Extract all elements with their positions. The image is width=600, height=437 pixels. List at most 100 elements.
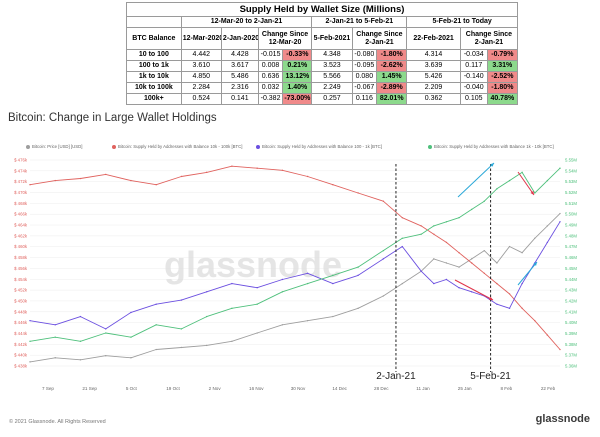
watermark: glassnode (164, 244, 342, 285)
x-tick-label: 11 Jan (416, 386, 430, 391)
data-point (496, 282, 498, 285)
arrow-up-100-1k (517, 261, 538, 286)
data-point (29, 319, 31, 322)
data-point (281, 278, 284, 281)
x-tick-label: 22 Feb (541, 386, 556, 391)
data-point (205, 344, 208, 347)
x-tick-label: 14 Dec (332, 386, 347, 391)
data-point (155, 348, 157, 351)
right-tick-label: 5.48M (565, 233, 577, 238)
annotation-layer: 2-Jan-21 5-Feb-21 (376, 164, 511, 382)
col-header-change-1: Change Since 12-Mar-20 (257, 27, 313, 50)
legend-item-1k-10k[interactable]: Bitcoin: Supply Held by Addresses with B… (428, 144, 554, 149)
arrow-down-10k-100k (517, 171, 535, 196)
data-point (357, 274, 359, 277)
legend-item-10k-100k[interactable]: Bitcoin: Supply Held by Addresses with B… (112, 144, 242, 149)
col-header-balance: BTC Balance (126, 27, 182, 50)
legend-item-100-1k[interactable]: Bitcoin: Supply Held by Addresses with B… (256, 144, 382, 149)
data-point (445, 278, 448, 281)
table-cell: 0.008 (257, 60, 284, 72)
data-point (420, 270, 422, 272)
table-cell: 4.442 (180, 49, 222, 61)
series-line-3 (29, 167, 561, 342)
right-tick-label: 5.47M (565, 244, 577, 249)
legend-item-price[interactable]: Bitcoin: Price [USD] [USD] (26, 144, 82, 149)
left-tick-label: $ 454k (14, 277, 28, 282)
left-tick-label: $ 440k (14, 353, 28, 358)
table-cell: 3.617 (220, 60, 259, 72)
table-cell: -0.095 (351, 60, 378, 72)
group-header-1: 12-Mar-20 to 2-Jan-21 (180, 16, 313, 28)
right-tick-label: 5.41M (565, 309, 577, 314)
data-point (256, 287, 258, 289)
right-tick-label: 5.52M (565, 190, 577, 195)
table-body: 10 to 100 4.442 4.428 -0.015 -0.33% 4.348 -0.0… (126, 49, 519, 105)
right-tick-label: 5.46M (565, 255, 577, 260)
pct-change-cell: -0.79% (486, 49, 519, 61)
table-cell: 0.117 (459, 60, 488, 72)
arrow-up-100-1k-head (533, 262, 537, 266)
table-row: 100k+ 0.524 0.141 -0.382 -73.00% 0.257 0.116 82… (126, 93, 519, 105)
data-point (508, 245, 511, 248)
table-cell: -0.382 (257, 93, 284, 105)
data-point (79, 315, 82, 318)
data-point (54, 336, 56, 338)
data-point (231, 282, 233, 285)
data-point (470, 262, 473, 264)
x-tick-label: 5 Oct (126, 386, 138, 391)
pct-change-cell: 1.45% (376, 71, 408, 83)
data-point (29, 361, 31, 363)
data-point (29, 184, 31, 186)
left-tick-label: $ 474k (14, 168, 28, 173)
data-point (445, 221, 448, 223)
data-point (357, 192, 359, 194)
x-tick-label: 21 Sep (82, 386, 97, 391)
data-point (534, 192, 536, 194)
x-tick-label: 19 Oct (166, 386, 180, 391)
table-row: 10k to 100k 2.284 2.316 0.032 1.40% 2.249 -0.0… (126, 82, 519, 94)
data-point (231, 340, 233, 342)
right-tick-label: 5.49M (565, 223, 577, 228)
data-point (483, 272, 485, 274)
x-tick-label: 2 Nov (209, 386, 222, 391)
left-tick-label: $ 438k (14, 364, 28, 369)
data-point (332, 274, 334, 277)
left-tick-label: $ 458k (14, 255, 28, 260)
data-point (256, 303, 258, 305)
left-tick-label: $ 460k (14, 244, 28, 249)
right-tick-label: 5.38M (565, 342, 577, 347)
series-line-0 (29, 213, 561, 363)
row-label: 1k to 10k (126, 71, 182, 83)
col-header-change-3: Change Since 2-Jan-21 (459, 27, 519, 50)
data-point (534, 319, 536, 322)
col-header-22feb2021: 22-Feb-2021 (406, 27, 461, 50)
data-point (401, 245, 403, 248)
pct-change-cell: -2.62% (376, 60, 408, 72)
data-point (79, 177, 82, 180)
pct-change-cell: -73.00% (282, 93, 313, 105)
data-point (79, 340, 82, 342)
data-point (180, 328, 183, 330)
data-point (54, 357, 56, 359)
data-point (105, 355, 107, 357)
data-point (332, 282, 334, 285)
left-tick-label: $ 468k (14, 201, 28, 206)
left-tick-label: $ 464k (14, 223, 28, 228)
data-point (401, 237, 403, 239)
left-tick-label: $ 470k (14, 190, 28, 195)
table-cell: -0.034 (459, 49, 488, 61)
col-header-change-2: Change Since 2-Jan-21 (351, 27, 408, 50)
arrow-up-1k-10k-head (490, 163, 494, 167)
data-point (332, 184, 334, 186)
table-cell: 3.523 (311, 60, 353, 72)
data-point (458, 266, 460, 268)
data-point (458, 287, 460, 289)
table-cell: 0.141 (220, 93, 259, 105)
table-cell: -0.140 (459, 71, 488, 83)
arrow-layer (454, 162, 538, 301)
left-tick-label: $ 466k (14, 212, 28, 217)
glassnode-logo[interactable]: glassnode (535, 413, 590, 425)
data-point (306, 319, 309, 322)
chart-legend: Bitcoin: Price [USD] [USD] Bitcoin: Supp… (26, 144, 586, 154)
data-point (130, 336, 132, 338)
